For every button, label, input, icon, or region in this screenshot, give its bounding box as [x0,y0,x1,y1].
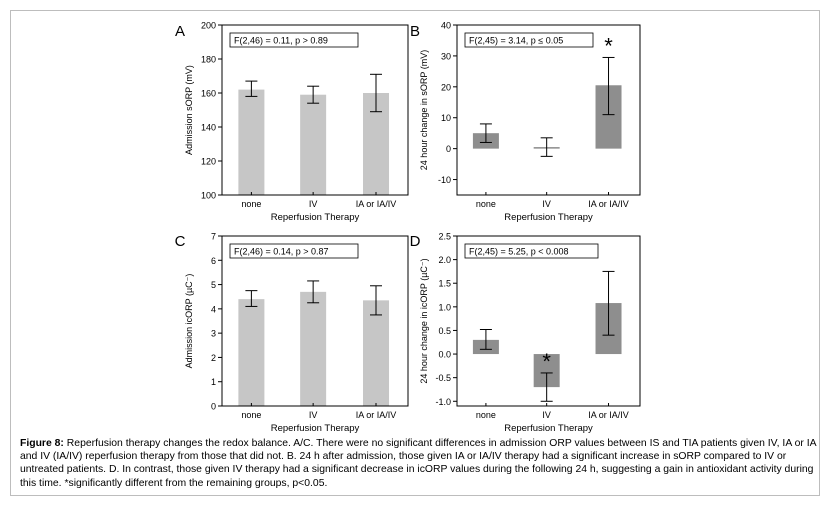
x-axis-label: Reperfusion Therapy [504,423,593,434]
y-tick-label: 2.0 [438,255,451,265]
bar [238,89,265,195]
panel-letter: A [175,23,185,40]
y-tick-label: 10 [441,113,451,123]
figure-caption: Figure 8: Reperfusion therapy changes th… [20,437,820,490]
x-tick-label: IA or IA/IV [356,199,397,209]
y-axis-label: 24 hour change in sORP (mV) [419,50,429,170]
y-tick-label: 0 [446,144,451,154]
figure-frame [10,10,820,496]
y-tick-label: -1.0 [435,397,451,407]
stats-box [464,32,594,48]
y-tick-label: 1 [211,377,216,387]
stats-box [229,243,359,259]
x-tick-label: IA or IA/IV [588,410,629,420]
y-tick-label: -0.5 [435,373,451,383]
x-tick-label: IV [309,199,318,209]
y-tick-label: 120 [201,157,216,167]
y-tick-label: 1.5 [438,279,451,289]
y-axis-label: Admission sORP (mV) [184,65,194,155]
bar [300,291,327,406]
x-tick-label: none [476,410,496,420]
y-tick-label: 20 [441,82,451,92]
y-tick-label: 200 [201,21,216,31]
significance-star: * [604,33,613,58]
x-axis-label: Reperfusion Therapy [504,212,593,223]
y-tick-label: 180 [201,55,216,65]
y-tick-label: 160 [201,89,216,99]
caption-text: Reperfusion therapy changes the redox ba… [20,438,816,489]
x-tick-label: IV [542,410,551,420]
x-tick-label: none [241,410,261,420]
y-tick-label: 3 [211,329,216,339]
y-tick-label: 1.0 [438,302,451,312]
y-tick-label: 2.5 [438,232,451,242]
y-tick-label: 6 [211,256,216,266]
bar [300,94,327,195]
x-tick-label: none [241,199,261,209]
y-tick-label: 0.0 [438,350,451,360]
plot-frame [456,24,641,196]
stats-box [229,32,359,48]
x-axis-label: Reperfusion Therapy [271,212,360,223]
y-tick-label: 40 [441,21,451,31]
y-tick-label: -10 [438,175,451,185]
y-axis-label: Admission icORP (µC⁻) [184,274,194,369]
plot-frame [221,235,409,407]
panel-letter: C [175,233,186,250]
y-tick-label: 0 [211,402,216,412]
y-axis-label: 24 hour change in icORP (µC⁻) [419,258,429,383]
caption-label: Figure 8: [20,438,64,449]
y-tick-label: 0.5 [438,326,451,336]
stats-annotation: F(2,46) = 0.11, p > 0.89 [234,36,328,46]
x-tick-label: none [476,199,496,209]
x-tick-label: IV [309,410,318,420]
y-tick-label: 140 [201,123,216,133]
y-tick-label: 5 [211,280,216,290]
bar [238,299,265,406]
stats-annotation: F(2,46) = 0.14, p > 0.87 [234,247,329,257]
stats-annotation: F(2,45) = 3.14, p ≤ 0.05 [469,36,563,46]
plot-frame [456,235,641,407]
x-axis-label: Reperfusion Therapy [271,423,360,434]
y-tick-label: 100 [201,191,216,201]
panel-letter: B [410,23,420,40]
panel-letter: D [410,233,421,250]
x-tick-label: IA or IA/IV [588,199,629,209]
y-tick-label: 7 [211,232,216,242]
y-tick-label: 4 [211,304,216,314]
x-tick-label: IV [542,199,551,209]
significance-star: * [542,349,551,374]
x-tick-label: IA or IA/IV [356,410,397,420]
y-tick-label: 2 [211,353,216,363]
y-tick-label: 30 [441,51,451,61]
stats-annotation: F(2,45) = 5.25, p < 0.008 [469,247,569,257]
stats-box [464,243,599,259]
plot-frame [221,24,409,196]
bar [363,300,390,406]
